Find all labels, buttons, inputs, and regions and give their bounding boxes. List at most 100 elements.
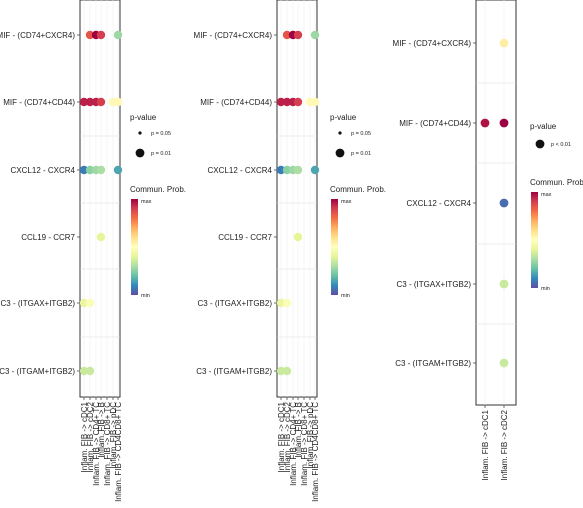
- x-tick-label: Inflam. FIB -> cDC2: [86, 401, 95, 472]
- data-point: [310, 165, 320, 175]
- y-tick-label: C3 - (ITGAM+ITGB2): [395, 359, 471, 368]
- y-tick-label: C3 - (ITGAX+ITGB2): [198, 299, 273, 308]
- data-point: [85, 298, 95, 308]
- data-point: [96, 97, 106, 107]
- x-tick-label: Inflam. FIB -> cDC2: [500, 409, 509, 480]
- x-tick-label: Inflam. FIB -> CD4+ TC: [289, 402, 298, 486]
- y-tick-label: C3 - (ITGAX+ITGB2): [1, 299, 76, 308]
- color-bar-max-label: max: [341, 199, 352, 205]
- data-point: [282, 165, 292, 175]
- data-point: [276, 298, 286, 308]
- x-tick-label: Inflam. FIB -> pDC: [306, 402, 315, 469]
- pvalue-legend-label: p = 0.05: [351, 131, 371, 137]
- y-tick-label: C3 - (ITGAM+ITGB2): [0, 367, 75, 376]
- data-point: [276, 165, 286, 175]
- data-point: [85, 30, 95, 40]
- pvalue-legend-label: p = 0.05: [151, 131, 171, 137]
- y-tick-label: MIF - (CD74+CXCR4): [194, 31, 273, 40]
- data-point: [79, 366, 89, 376]
- x-tick-label: Inflam. FIB -> B: [294, 402, 303, 458]
- data-point: [96, 165, 106, 175]
- pvalue-legend-dot: [138, 131, 142, 135]
- data-point: [96, 232, 106, 242]
- data-point: [282, 298, 292, 308]
- x-tick-label: Inflam. FIB -> cDC2: [283, 401, 292, 472]
- data-point: [79, 97, 89, 107]
- data-point: [499, 358, 509, 368]
- y-tick-label: CCL19 - CCR7: [218, 233, 272, 242]
- plot-panel: [475, 0, 517, 406]
- color-bar: [531, 192, 538, 288]
- data-point: [293, 232, 303, 242]
- color-bar-min-label: min: [141, 293, 150, 299]
- pvalue-legend-label: p = 0.01: [151, 151, 171, 157]
- x-tick-label: Inflam. FIB -> cDC1: [80, 401, 89, 472]
- pvalue-legend-dot: [135, 148, 145, 158]
- y-tick-label: MIF - (CD74+CD44): [3, 98, 75, 107]
- y-tick-label: MIF - (CD74+CD44): [200, 98, 272, 107]
- color-legend-title: Commun. Prob.: [130, 185, 186, 194]
- data-point: [282, 366, 292, 376]
- data-point: [499, 279, 509, 289]
- color-bar-max-label: max: [141, 199, 152, 205]
- x-tick-label: Inflam. FIB -> CD4+ TC: [92, 402, 101, 486]
- data-point: [282, 30, 292, 40]
- data-point: [79, 165, 89, 175]
- data-point: [499, 38, 509, 48]
- x-tick-label: Inflam. FIB -> CD8+ TC: [103, 402, 112, 486]
- y-tick-label: C3 - (ITGAM+ITGB2): [196, 367, 272, 376]
- pvalue-legend-title: p-value: [530, 122, 557, 131]
- data-point: [276, 97, 286, 107]
- pvalue-legend-dot: [338, 131, 342, 135]
- plot-panel: [276, 0, 318, 398]
- data-point: [282, 97, 292, 107]
- y-tick-label: MIF - (CD74+CD44): [399, 119, 471, 128]
- y-tick-label: C3 - (ITGAX+ITGB2): [397, 280, 472, 289]
- x-tick-label: Inflam. FIB -> CD4CD8+ TC: [311, 402, 320, 502]
- pvalue-legend-title: p-value: [330, 113, 357, 122]
- x-tick-label: Inflam. FIB -> cDC1: [481, 409, 490, 480]
- y-tick-label: MIF - (CD74+CXCR4): [0, 31, 75, 40]
- pvalue-legend-label: p = 0.01: [351, 151, 371, 157]
- x-tick-label: Inflam. FIB -> CD4CD8+ TC: [114, 402, 123, 502]
- y-tick-label: CXCL12 - CXCR4: [11, 166, 76, 175]
- y-tick-label: CCL19 - CCR7: [21, 233, 75, 242]
- y-tick-label: MIF - (CD74+CXCR4): [393, 39, 472, 48]
- pvalue-legend-label: p < 0.01: [551, 142, 571, 148]
- data-point: [85, 97, 95, 107]
- data-point: [113, 165, 123, 175]
- x-tick-label: Inflam. FIB -> pDC: [109, 402, 118, 469]
- color-bar: [331, 199, 338, 295]
- data-point: [113, 97, 123, 107]
- color-bar: [131, 199, 138, 295]
- plot-panel: [79, 0, 121, 398]
- pvalue-legend-title: p-value: [130, 113, 157, 122]
- y-tick-label: CXCL12 - CXCR4: [407, 199, 472, 208]
- data-point: [96, 30, 106, 40]
- data-point: [499, 118, 509, 128]
- data-point: [293, 165, 303, 175]
- data-point: [79, 298, 89, 308]
- data-point: [293, 97, 303, 107]
- data-point: [293, 30, 303, 40]
- data-point: [85, 165, 95, 175]
- data-point: [85, 366, 95, 376]
- data-point: [113, 30, 123, 40]
- pvalue-legend-dot: [535, 139, 545, 149]
- data-point: [480, 118, 490, 128]
- color-bar-min-label: min: [341, 293, 350, 299]
- color-bar-min-label: min: [541, 286, 550, 292]
- x-tick-label: Inflam. FIB -> B: [97, 402, 106, 458]
- data-point: [310, 30, 320, 40]
- x-tick-label: Inflam. FIB -> cDC1: [277, 401, 286, 472]
- data-point: [499, 198, 509, 208]
- y-tick-label: CXCL12 - CXCR4: [208, 166, 273, 175]
- data-point: [276, 366, 286, 376]
- x-tick-label: Inflam. FIB -> CD8+ TC: [300, 402, 309, 486]
- data-point: [310, 97, 320, 107]
- color-legend-title: Commun. Prob.: [530, 178, 583, 187]
- pvalue-legend-dot: [335, 148, 345, 158]
- color-bar-max-label: max: [541, 192, 552, 198]
